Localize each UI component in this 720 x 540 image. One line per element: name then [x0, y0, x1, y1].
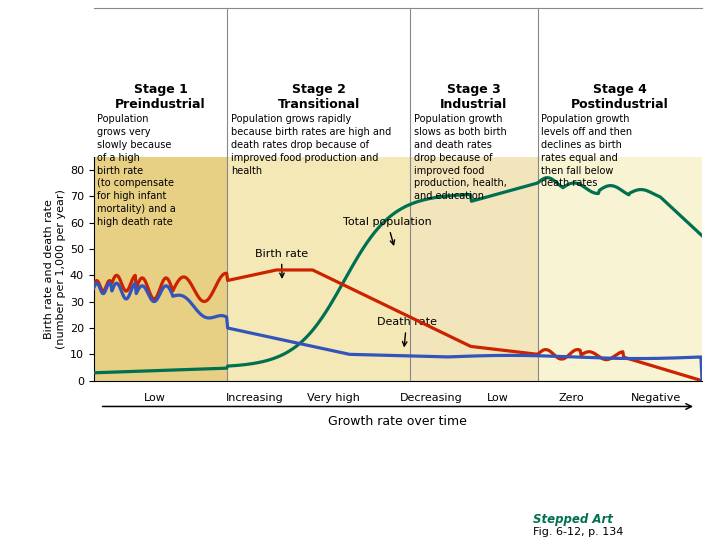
Y-axis label: Birth rate and death rate
(number per 1,000 per year): Birth rate and death rate (number per 1,…	[44, 188, 66, 349]
Text: Stage 1
Preindustrial: Stage 1 Preindustrial	[115, 83, 206, 111]
Text: Population growth
levels off and then
declines as birth
rates equal and
then fal: Population growth levels off and then de…	[541, 114, 632, 188]
Text: Low: Low	[143, 393, 166, 403]
Text: Death rate: Death rate	[377, 318, 436, 346]
Text: Decreasing: Decreasing	[400, 393, 463, 403]
Text: Population grows rapidly
because birth rates are high and
death rates drop becau: Population grows rapidly because birth r…	[231, 114, 391, 176]
Text: Low: Low	[487, 393, 509, 403]
Text: Stage 4
Postindustrial: Stage 4 Postindustrial	[571, 83, 669, 111]
Text: Negative: Negative	[631, 393, 682, 403]
Text: Zero: Zero	[559, 393, 584, 403]
Text: Population growth
slows as both birth
and death rates
drop because of
improved f: Population growth slows as both birth an…	[413, 114, 506, 201]
Text: Fig. 6-12, p. 134: Fig. 6-12, p. 134	[533, 527, 624, 537]
Bar	[228, 157, 410, 381]
Bar	[94, 157, 228, 381]
Text: Stepped Art: Stepped Art	[533, 514, 613, 526]
Text: Total population: Total population	[343, 217, 432, 245]
Bar	[410, 157, 538, 381]
Text: Very high: Very high	[307, 393, 360, 403]
Text: Increasing: Increasing	[226, 393, 284, 403]
Text: Population
grows very
slowly because
of a high
birth rate
(to compensate
for hig: Population grows very slowly because of …	[97, 114, 176, 227]
Text: Growth rate over time: Growth rate over time	[328, 415, 467, 428]
Text: Birth rate: Birth rate	[255, 249, 308, 278]
Bar	[538, 157, 702, 381]
Text: Stage 3
Industrial: Stage 3 Industrial	[440, 83, 508, 111]
Text: Stage 2
Transitional: Stage 2 Transitional	[278, 83, 360, 111]
